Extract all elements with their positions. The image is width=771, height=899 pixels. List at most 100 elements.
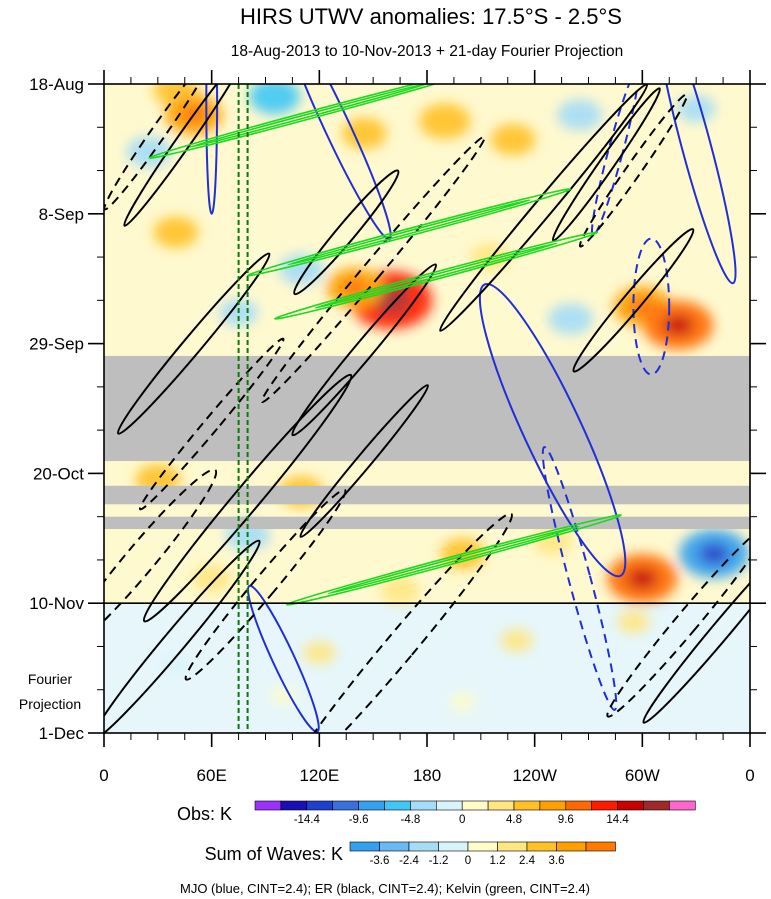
anomaly-positive-31 bbox=[270, 686, 297, 706]
missing-data-band bbox=[104, 485, 750, 505]
missing-data-band bbox=[104, 516, 750, 530]
anomaly-positive-32 bbox=[449, 692, 476, 712]
obs-colorbar-tick-label: 14.4 bbox=[606, 814, 629, 826]
anomaly-blobs bbox=[126, 84, 750, 712]
er-contour-pos-15 bbox=[142, 373, 353, 623]
waves-colorbar-swatch bbox=[526, 841, 557, 852]
waves-colorbar-swatch bbox=[438, 841, 469, 852]
anomaly-negative-8 bbox=[676, 95, 716, 123]
waves-colorbar-swatch bbox=[349, 841, 380, 852]
y-tick-label: 10-Nov bbox=[29, 594, 84, 613]
er-contour-pos-16 bbox=[299, 384, 430, 538]
waves-colorbar-tick-label: 1.2 bbox=[490, 855, 506, 867]
mjo-contour-pos-4 bbox=[247, 584, 320, 733]
contour-legend: MJO (blue, CINT=2.4); ER (black, CINT=2.… bbox=[180, 881, 590, 896]
wave-contours bbox=[104, 84, 750, 733]
y-tick-label: 1-Dec bbox=[39, 724, 85, 743]
er-contour-pos-18 bbox=[642, 532, 750, 724]
waves-colorbar-swatch bbox=[408, 841, 439, 852]
obs-colorbar-swatch bbox=[617, 800, 644, 811]
kelvin-contour-inner-29 bbox=[314, 242, 558, 309]
mjo-contour-pos-0 bbox=[205, 84, 219, 215]
er-contour-pos-9 bbox=[551, 87, 661, 242]
x-tick-label: 120W bbox=[512, 766, 556, 785]
mjo-contour-pos-2 bbox=[655, 84, 737, 285]
er-contour-pos-13 bbox=[116, 252, 271, 435]
waves-colorbar-tick-label: 0 bbox=[465, 855, 471, 867]
obs-colorbar-swatch bbox=[539, 800, 567, 811]
mjo-contour-neg-7 bbox=[541, 446, 618, 711]
waves-colorbar-tick-label: 3.6 bbox=[549, 855, 565, 867]
obs-colorbar-swatch bbox=[513, 800, 541, 811]
obs-colorbar-swatch bbox=[332, 800, 359, 811]
chart-title: HIRS UTWV anomalies: 17.5°S - 2.5°S bbox=[240, 4, 622, 29]
anomaly-positive-5 bbox=[419, 103, 471, 139]
y-tick-label: 20-Oct bbox=[33, 464, 84, 483]
obs-colorbar-tick-label: -4.8 bbox=[400, 814, 420, 826]
obs-colorbar-label: Obs: K bbox=[177, 804, 232, 824]
anomaly-positive-26 bbox=[380, 577, 420, 605]
obs-colorbar: Obs: K -14.4 -9.6 -4.8 0 4.8 9.6 14.4 bbox=[177, 800, 696, 826]
waves-colorbar-tick-label: -3.6 bbox=[370, 855, 390, 867]
er-contour-neg-26 bbox=[606, 525, 750, 718]
obs-colorbar-swatch bbox=[384, 800, 411, 811]
waves-colorbar-tick-label: -2.4 bbox=[399, 855, 419, 867]
er-contour-neg-20 bbox=[260, 135, 486, 404]
obs-colorbar-swatch bbox=[643, 800, 670, 811]
x-tick-label: 0 bbox=[99, 766, 108, 785]
obs-colorbar-swatch bbox=[280, 800, 308, 811]
anomaly-positive-4 bbox=[341, 117, 387, 150]
obs-colorbar-tick-label: -9.6 bbox=[349, 814, 369, 826]
plot-area: 18-Aug 8-Sep 29-Sep 20-Oct 10-Nov 1-Dec Fourie… bbox=[19, 70, 766, 785]
projection-field-background bbox=[104, 603, 750, 733]
er-contour-pos-17 bbox=[104, 539, 261, 733]
anomaly-positive-30 bbox=[617, 610, 650, 634]
plot-field bbox=[104, 84, 750, 733]
fourier-label-line2: Projection bbox=[19, 696, 81, 712]
anomaly-negative-28 bbox=[162, 655, 189, 675]
waves-colorbar-swatch bbox=[585, 841, 616, 852]
anomaly-positive-9 bbox=[153, 216, 199, 248]
x-tick-label: 180 bbox=[413, 766, 441, 785]
obs-colorbar-tick-label: 0 bbox=[459, 814, 465, 826]
anomaly-negative-7 bbox=[557, 99, 602, 131]
waves-colorbar: Sum of Waves: K -3.6 -2.4 -1.2 0 1.2 2.4 3.6 bbox=[205, 841, 616, 867]
kelvin-contour-pos-27 bbox=[148, 84, 473, 160]
fourier-label-line1: Fourier bbox=[28, 671, 73, 687]
waves-colorbar-tick-label: -1.2 bbox=[429, 855, 449, 867]
chart-subtitle: 18-Aug-2013 to 10-Nov-2013 + 21-day Four… bbox=[231, 43, 623, 60]
er-contour-pos-14 bbox=[291, 263, 438, 437]
er-contour-pos-11 bbox=[293, 169, 400, 296]
kelvin-contour-pos-28 bbox=[247, 188, 572, 277]
obs-colorbar-swatch bbox=[358, 800, 385, 811]
anomaly-positive-27 bbox=[303, 641, 336, 664]
obs-colorbar-swatch bbox=[669, 800, 696, 811]
kelvin-contour-pos-30 bbox=[285, 514, 622, 606]
x-tick-label: 0 bbox=[745, 766, 754, 785]
obs-colorbar-swatch bbox=[565, 800, 592, 811]
obs-colorbar-swatch bbox=[487, 800, 515, 811]
mjo-contour-pos-3 bbox=[478, 282, 627, 578]
missing-data-band bbox=[104, 355, 750, 462]
anomaly-core-16 bbox=[662, 313, 694, 337]
anomaly-core-24 bbox=[698, 542, 730, 565]
anomaly-core-23 bbox=[626, 567, 658, 590]
anomaly-positive-29 bbox=[500, 628, 533, 652]
obs-colorbar-swatch bbox=[410, 800, 437, 811]
obs-colorbar-tick-label: 4.8 bbox=[506, 814, 522, 826]
obs-colorbar-swatch bbox=[435, 800, 463, 811]
obs-colorbar-swatch bbox=[306, 800, 333, 811]
x-tick-label: 120E bbox=[299, 766, 339, 785]
anomaly-positive-6 bbox=[490, 123, 536, 156]
waves-colorbar-tick-label: 2.4 bbox=[519, 855, 536, 867]
kelvin-contour-pos-29 bbox=[273, 231, 599, 320]
waves-colorbar-swatch bbox=[556, 841, 587, 852]
kelvin-contour-inner-28 bbox=[287, 199, 531, 266]
x-axis: 0 60E 120E 180 120W 60W 0 bbox=[99, 70, 755, 785]
obs-colorbar-tick-label: -14.4 bbox=[294, 814, 321, 826]
waves-colorbar-swatch bbox=[497, 841, 528, 852]
anomaly-negative-3 bbox=[248, 84, 301, 115]
obs-colorbar-swatch bbox=[591, 800, 618, 811]
x-tick-label: 60W bbox=[625, 766, 660, 785]
